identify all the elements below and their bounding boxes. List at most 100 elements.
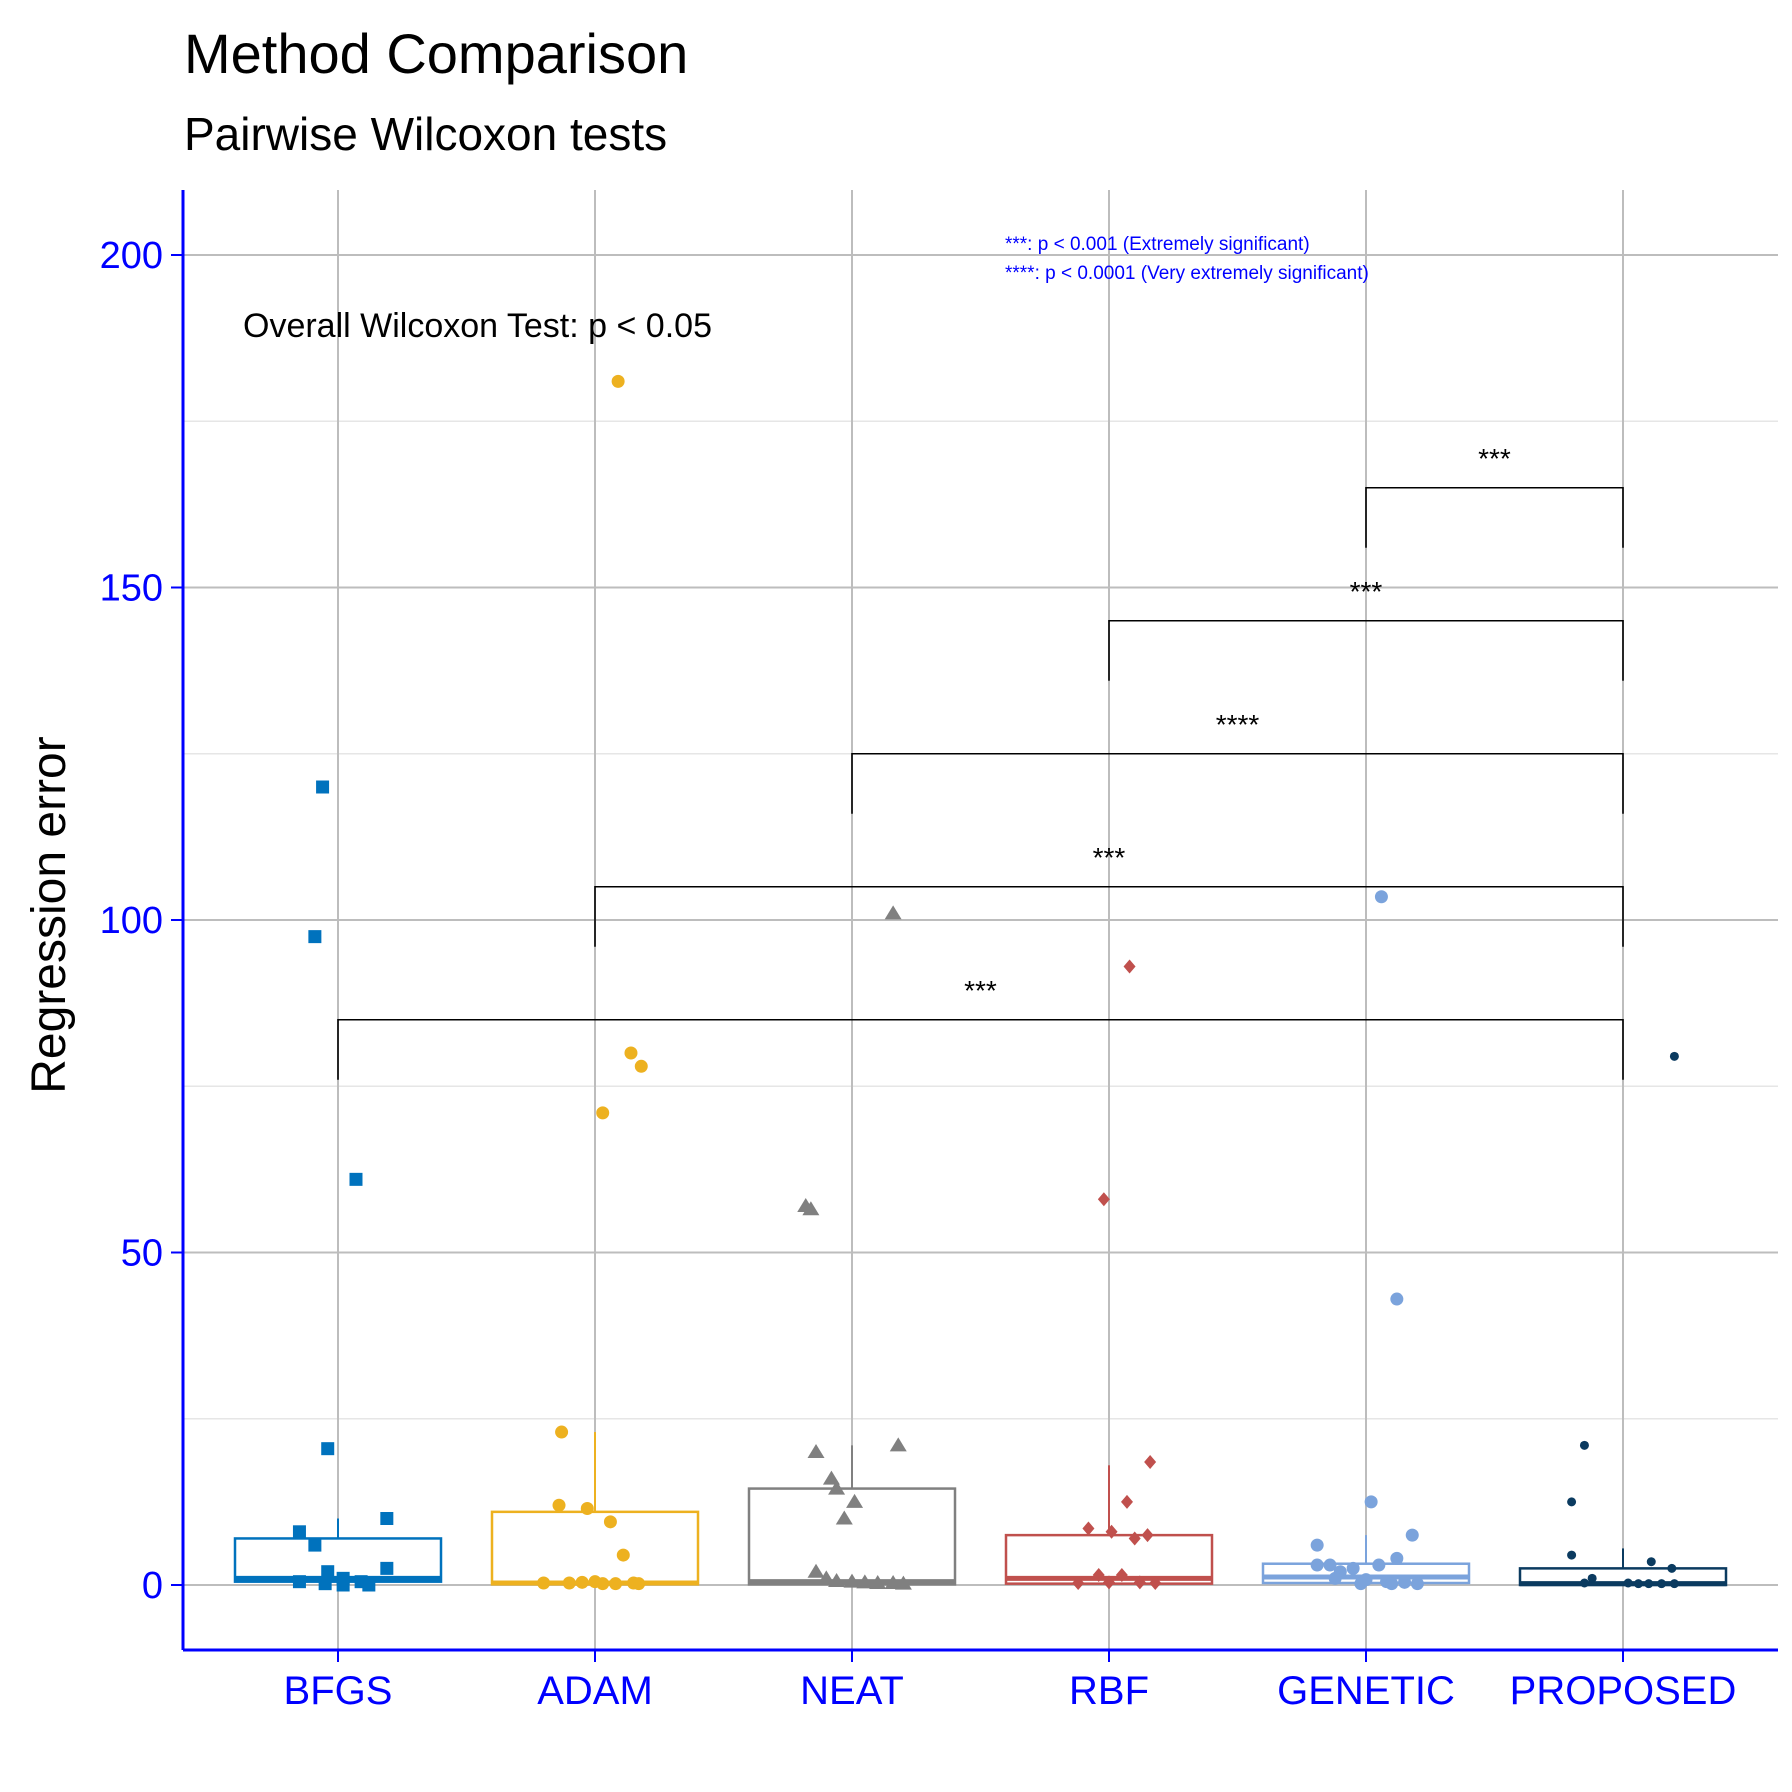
data-point (616, 1548, 630, 1562)
data-point (1103, 1575, 1115, 1590)
chart-subtitle: Pairwise Wilcoxon tests (184, 108, 667, 160)
data-point (1410, 1577, 1424, 1591)
y-axis-label: Regression error (23, 736, 76, 1093)
data-point (1128, 1531, 1141, 1546)
bracket-label: *** (1350, 576, 1383, 607)
data-point (555, 1425, 569, 1439)
data-point (321, 1565, 335, 1579)
data-point (1644, 1579, 1654, 1589)
data-point (308, 930, 322, 944)
data-point (1405, 1528, 1419, 1542)
data-point (1567, 1550, 1577, 1560)
data-point (856, 1574, 874, 1589)
data-point (1374, 890, 1388, 904)
data-point (828, 1573, 846, 1588)
data-point (1310, 1558, 1324, 1572)
x-tick-label: RBF (1069, 1669, 1149, 1713)
data-point (1133, 1575, 1146, 1590)
box-proposed (1518, 1548, 1728, 1587)
points-bfgs (292, 780, 394, 1592)
data-point (292, 1525, 306, 1539)
data-points (292, 374, 1679, 1592)
x-tick-label: ADAM (537, 1669, 653, 1713)
data-point (1579, 1440, 1589, 1450)
y-tick-label: 200 (100, 235, 163, 277)
data-point (336, 1578, 350, 1592)
data-point (603, 1515, 617, 1529)
data-point (846, 1493, 864, 1508)
x-tick-label: PROPOSED (1510, 1669, 1737, 1713)
x-tick-label: GENETIC (1277, 1669, 1455, 1713)
data-point (609, 1577, 623, 1591)
data-point (1082, 1521, 1095, 1536)
data-point (596, 1577, 610, 1591)
points-rbf (1072, 959, 1162, 1591)
data-point (835, 1510, 853, 1525)
data-point (1323, 1558, 1337, 1572)
data-point (843, 1573, 861, 1588)
data-point (1328, 1571, 1342, 1585)
data-point (807, 1563, 825, 1578)
data-point (1364, 1495, 1378, 1509)
chart-title: Method Comparison (184, 22, 688, 85)
data-point (316, 780, 330, 794)
data-point (807, 1444, 825, 1458)
data-point (552, 1498, 566, 1512)
bracket-label: **** (1216, 709, 1260, 740)
data-point (562, 1576, 576, 1590)
bracket-label: *** (964, 975, 997, 1006)
gridlines (183, 190, 1778, 1650)
data-point (318, 1577, 332, 1591)
data-point (1120, 1494, 1133, 1509)
data-point (1633, 1579, 1643, 1589)
data-point (1390, 1551, 1404, 1565)
data-point (1667, 1563, 1677, 1573)
bracket-genetic-proposed: *** (1365, 443, 1624, 548)
data-point (884, 1575, 902, 1590)
y-tick-label: 50 (121, 1233, 163, 1275)
y-tick-label: 100 (100, 900, 163, 942)
data-point (884, 905, 902, 920)
bracket-neat-proposed: **** (851, 709, 1624, 814)
data-point (1092, 1568, 1105, 1583)
data-point (894, 1575, 912, 1590)
bracket-line (1365, 486, 1624, 548)
data-point (1354, 1577, 1368, 1591)
data-point (380, 1512, 394, 1525)
bracket-label: *** (1478, 443, 1511, 474)
overall-test-label: Overall Wilcoxon Test: p < 0.05 (243, 307, 712, 345)
data-point (1372, 1558, 1386, 1572)
data-point (1390, 1292, 1404, 1306)
bracket-label: *** (1093, 842, 1126, 873)
box-adam (490, 1432, 700, 1586)
bracket-bfgs-proposed: *** (337, 975, 1624, 1080)
data-point (575, 1575, 589, 1589)
data-point (580, 1502, 594, 1516)
box-neat (747, 1445, 957, 1586)
axes: 0 50 100 150 200 BFGS ADAM NEAT RBF GENETIC PROPOS… (100, 190, 1778, 1713)
box-rbf (1004, 1465, 1214, 1585)
box-rect (490, 1510, 700, 1586)
data-point (321, 1442, 335, 1456)
data-point (1646, 1557, 1656, 1567)
data-point (292, 1575, 306, 1589)
data-point (1398, 1575, 1412, 1589)
y-tick-label: 150 (100, 568, 163, 610)
significance-note: ***: p < 0.001 (Extremely significant) (1005, 234, 1310, 255)
data-point (1587, 1573, 1597, 1583)
bracket-line (1108, 619, 1624, 681)
points-proposed (1567, 1051, 1679, 1589)
y-tick-label: 0 (142, 1565, 163, 1607)
data-point (1141, 1528, 1154, 1543)
data-point (1567, 1497, 1577, 1507)
data-point (1105, 1524, 1118, 1539)
data-point (802, 1201, 820, 1216)
data-point (1115, 1568, 1128, 1583)
data-point (1097, 1192, 1110, 1207)
points-adam (537, 374, 648, 1591)
data-point (1623, 1578, 1633, 1588)
data-point (822, 1470, 840, 1485)
data-point (362, 1578, 376, 1592)
bracket-line (851, 752, 1624, 814)
